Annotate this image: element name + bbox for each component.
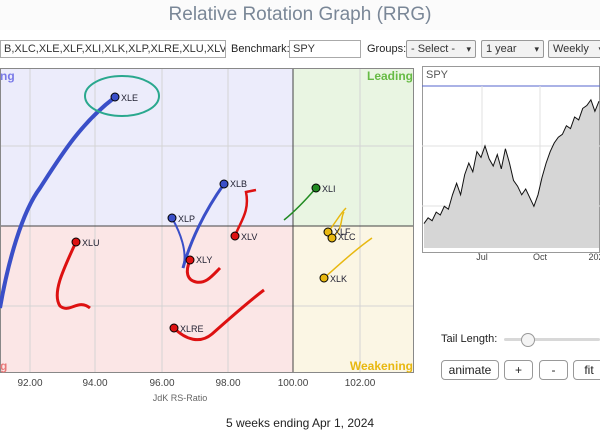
benchmark-label: Benchmark:	[231, 43, 290, 55]
frequency-select-value: Weekly	[553, 43, 589, 55]
symbols-input[interactable]: B,XLC,XLE,XLF,XLI,XLK,XLP,XLRE,XLU,XLV,X…	[0, 40, 226, 58]
x-axis-label: JdK RS-Ratio	[153, 393, 208, 403]
groups-select-value: - Select -	[411, 43, 456, 55]
controls-bar: B,XLC,XLE,XLF,XLI,XLK,XLP,XLRE,XLU,XLV,X…	[0, 40, 600, 60]
groups-select[interactable]: - Select - ▾	[406, 40, 476, 58]
xlc-dot[interactable]	[327, 233, 337, 243]
price-x-tick: Jul	[476, 252, 488, 262]
price-chart: SPY Jul Oct 202	[422, 66, 600, 262]
xlu-dot[interactable]	[71, 237, 81, 247]
groups-label: Groups:	[367, 43, 407, 55]
page-title: Relative Rotation Graph (RRG)	[0, 0, 600, 30]
xly-dot[interactable]	[185, 255, 195, 265]
xly-label: XLY	[196, 255, 212, 265]
tail-length-label: Tail Length:	[441, 333, 498, 345]
chevron-down-icon: ▾	[466, 44, 471, 54]
plot-border	[0, 68, 414, 373]
price-x-tick: Oct	[533, 252, 548, 262]
quadrant-improving	[0, 68, 293, 226]
tail-length-slider[interactable]	[504, 333, 600, 347]
xli-dot[interactable]	[311, 183, 321, 193]
xlp-label: XLP	[178, 214, 195, 224]
rrg-chart[interactable]: Leading ng Weakening g 92.00 94.00 96.00…	[0, 62, 418, 408]
tail-length-thumb[interactable]	[520, 333, 535, 347]
chevron-down-icon: ▾	[598, 43, 600, 55]
xlv-tail	[233, 188, 257, 237]
animate-button[interactable]: animate	[441, 360, 499, 380]
quadrant-label-improving: ng	[0, 69, 15, 83]
xle-label: XLE	[121, 93, 138, 103]
quadrant-weakening	[293, 226, 414, 373]
quadrant-leading	[293, 68, 414, 226]
xlb-label: XLB	[230, 179, 247, 189]
period-select[interactable]: 1 year ▾	[481, 40, 544, 58]
xlp-dot[interactable]	[167, 213, 177, 223]
x-tick: 100.00	[278, 378, 309, 389]
xlu-tail	[55, 241, 91, 310]
xlk-label: XLK	[330, 274, 347, 284]
xlc-label: XLC	[338, 232, 356, 242]
xli-label: XLI	[322, 184, 336, 194]
price-x-tick: 202	[588, 252, 600, 262]
price-x-ticks: Jul Oct 202	[476, 252, 600, 262]
zoom-out-button[interactable]: -	[539, 360, 568, 380]
x-axis-ticks: 92.00 94.00 96.00 98.00 100.00 102.00	[17, 378, 375, 389]
xlf-label: XLF	[334, 227, 351, 237]
xle-dot[interactable]	[110, 92, 120, 102]
quadrant-lagging	[0, 226, 293, 373]
chevron-down-icon: ▾	[534, 44, 539, 54]
benchmark-input[interactable]: SPY	[289, 40, 361, 58]
xlv-dot[interactable]	[230, 231, 240, 241]
xlk-dot[interactable]	[319, 273, 329, 283]
fit-button[interactable]: fit	[573, 360, 600, 380]
highlight-ellipse	[84, 75, 160, 117]
xlre-label: XLRE	[180, 324, 204, 334]
frequency-select[interactable]: Weekly ▾	[548, 40, 600, 58]
quadrant-label-weakening: Weakening	[350, 359, 413, 373]
zoom-in-button[interactable]: +	[504, 360, 533, 380]
xlk-tail	[323, 237, 373, 279]
x-tick: 98.00	[215, 378, 240, 389]
price-line	[423, 98, 600, 224]
x-tick: 94.00	[82, 378, 107, 389]
xlb-dot[interactable]	[219, 179, 229, 189]
xly-tail	[185, 259, 222, 284]
xlv-label: XLV	[241, 232, 257, 242]
quadrant-label-lagging: g	[0, 359, 7, 373]
period-footer: 5 weeks ending Apr 1, 2024	[225, 416, 375, 430]
x-tick: 96.00	[149, 378, 174, 389]
price-chart-symbol: SPY	[426, 69, 449, 81]
xlre-dot[interactable]	[169, 323, 179, 333]
quadrant-label-leading: Leading	[367, 69, 413, 83]
xle-tail	[0, 96, 116, 309]
x-tick: 92.00	[17, 378, 42, 389]
x-tick: 102.00	[345, 378, 376, 389]
period-select-value: 1 year	[486, 43, 517, 55]
xlu-label: XLU	[82, 238, 100, 248]
xlre-tail	[172, 288, 265, 342]
